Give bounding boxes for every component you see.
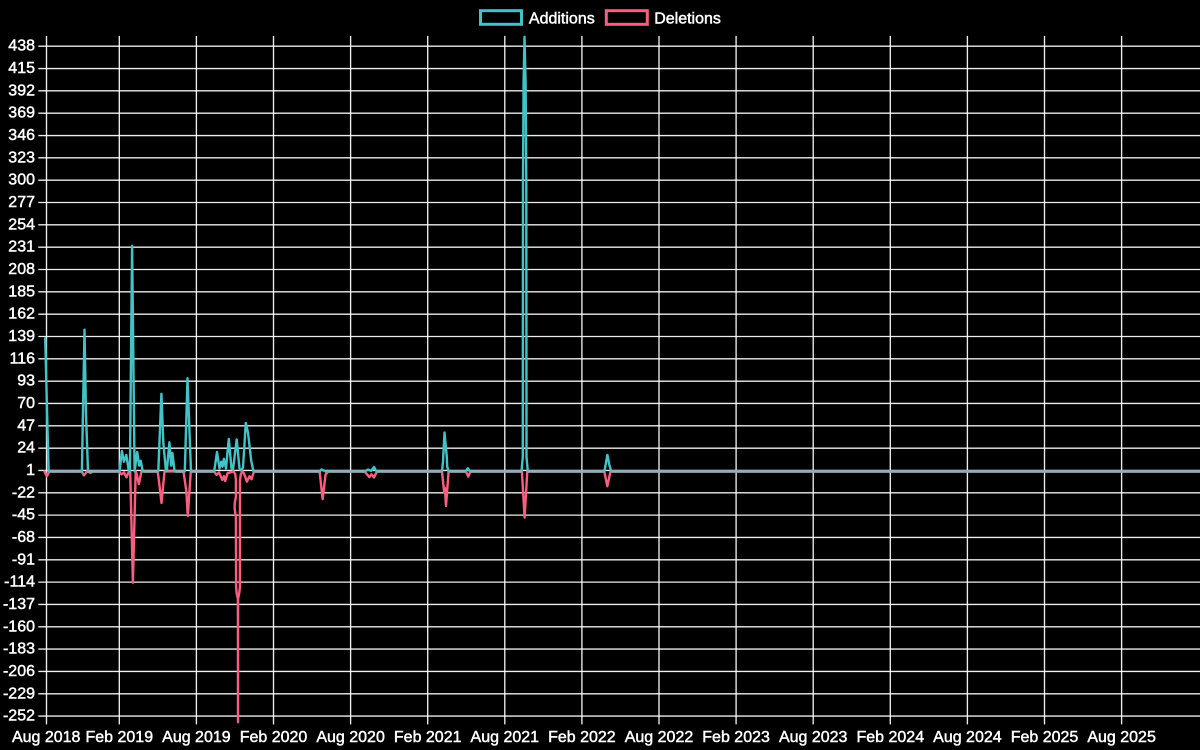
svg-text:Feb 2020: Feb 2020 (240, 729, 308, 746)
svg-text:-91: -91 (12, 551, 35, 568)
svg-text:346: 346 (8, 127, 35, 144)
svg-text:Feb 2024: Feb 2024 (856, 729, 924, 746)
svg-text:24: 24 (17, 440, 35, 457)
svg-text:-114: -114 (4, 574, 35, 591)
svg-text:70: 70 (17, 395, 35, 412)
svg-text:-206: -206 (3, 663, 35, 680)
svg-text:139: 139 (8, 328, 35, 345)
svg-text:415: 415 (8, 60, 35, 77)
svg-text:Aug 2019: Aug 2019 (162, 729, 231, 746)
svg-text:-137: -137 (3, 596, 35, 613)
svg-text:162: 162 (8, 306, 35, 323)
svg-text:-45: -45 (12, 507, 35, 524)
svg-text:-160: -160 (3, 618, 35, 635)
svg-text:392: 392 (8, 82, 35, 99)
svg-text:Feb 2023: Feb 2023 (702, 729, 770, 746)
svg-text:323: 323 (8, 149, 35, 166)
svg-text:208: 208 (8, 261, 35, 278)
svg-text:254: 254 (8, 216, 35, 233)
svg-text:Aug 2021: Aug 2021 (471, 729, 540, 746)
svg-text:47: 47 (17, 417, 35, 434)
svg-text:1: 1 (26, 462, 35, 479)
svg-text:300: 300 (8, 172, 35, 189)
svg-text:-22: -22 (12, 484, 35, 501)
svg-text:Aug 2022: Aug 2022 (625, 729, 694, 746)
svg-text:Feb 2022: Feb 2022 (548, 729, 616, 746)
svg-text:Aug 2020: Aug 2020 (316, 729, 385, 746)
svg-text:-68: -68 (12, 529, 35, 546)
svg-text:93: 93 (17, 373, 35, 390)
svg-text:116: 116 (9, 350, 35, 367)
svg-text:Deletions: Deletions (654, 11, 721, 28)
svg-text:-252: -252 (3, 708, 35, 725)
svg-text:Aug 2023: Aug 2023 (779, 729, 848, 746)
svg-text:Additions: Additions (529, 11, 595, 28)
svg-text:Aug 2018: Aug 2018 (12, 729, 81, 746)
svg-text:Feb 2019: Feb 2019 (85, 729, 153, 746)
svg-text:277: 277 (8, 194, 35, 211)
svg-text:Feb 2021: Feb 2021 (394, 729, 462, 746)
svg-text:-183: -183 (3, 641, 35, 658)
svg-text:-229: -229 (3, 685, 35, 702)
svg-text:231: 231 (8, 239, 35, 256)
svg-text:Aug 2025: Aug 2025 (1087, 729, 1156, 746)
svg-text:Feb 2025: Feb 2025 (1011, 729, 1079, 746)
svg-text:369: 369 (8, 105, 35, 122)
svg-text:Aug 2024: Aug 2024 (933, 729, 1002, 746)
svg-text:185: 185 (8, 283, 35, 300)
svg-text:438: 438 (8, 38, 35, 55)
